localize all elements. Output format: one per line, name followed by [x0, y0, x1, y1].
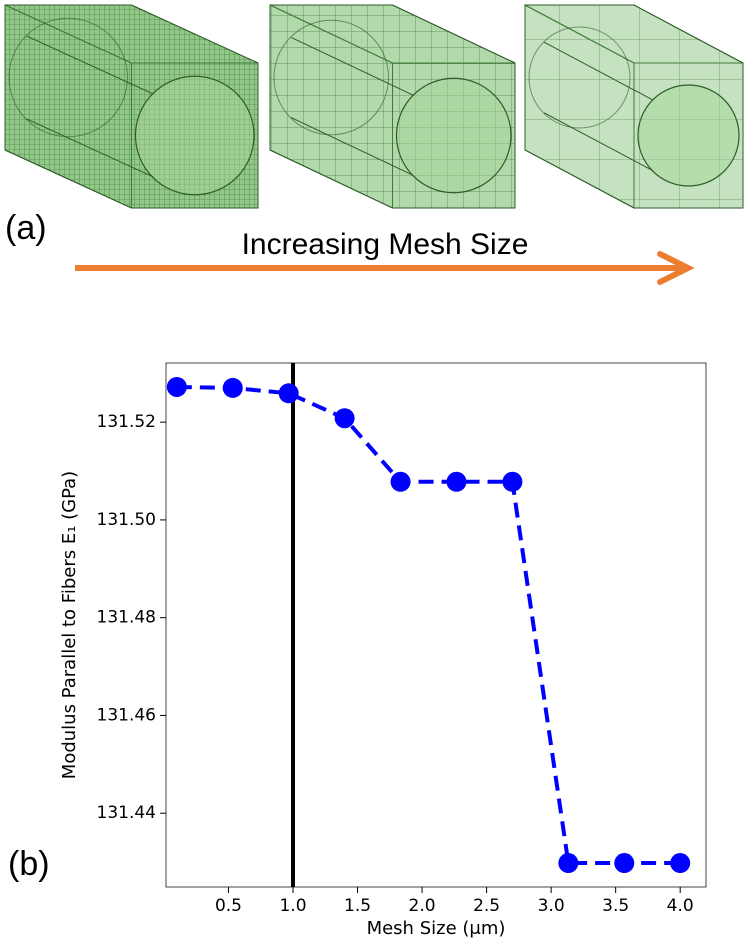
x-tick-label: 0.5	[215, 896, 242, 916]
mesh-illustrations	[5, 5, 743, 208]
figure: (a) Increasing Mesh Size (b) Mesh Size (…	[0, 0, 745, 947]
x-tick-label: 3.0	[538, 896, 565, 916]
data-point	[223, 378, 243, 398]
data-point	[279, 383, 299, 403]
y-axis-label: Modulus Parallel to Fibers E₁ (GPa)	[59, 471, 80, 779]
data-point	[335, 408, 355, 428]
data-point	[670, 853, 690, 873]
data-line	[177, 387, 680, 863]
y-tick-label: 131.48	[97, 608, 156, 628]
data-point	[167, 377, 187, 397]
arrow-text: Increasing Mesh Size	[242, 228, 529, 261]
x-tick-label: 3.5	[602, 896, 629, 916]
data-point	[614, 853, 634, 873]
x-tick-label: 4.0	[667, 896, 694, 916]
plot-frame	[166, 363, 706, 887]
panel-label: (b)	[8, 845, 50, 883]
x-tick-label: 2.0	[409, 896, 436, 916]
y-tick-label: 131.44	[97, 803, 156, 823]
y-tick-label: 131.50	[97, 510, 156, 530]
x-tick-label: 2.5	[473, 896, 500, 916]
data-point	[558, 853, 578, 873]
x-axis-label: Mesh Size (μm)	[367, 918, 506, 939]
y-tick-label: 131.52	[97, 412, 156, 432]
y-tick-label: 131.46	[97, 705, 156, 725]
data-point	[391, 472, 411, 492]
data-point	[446, 472, 466, 492]
data-point	[502, 472, 522, 492]
panel-label: (a)	[5, 209, 47, 247]
x-tick-label: 1.5	[344, 896, 371, 916]
x-tick-label: 1.0	[279, 896, 306, 916]
